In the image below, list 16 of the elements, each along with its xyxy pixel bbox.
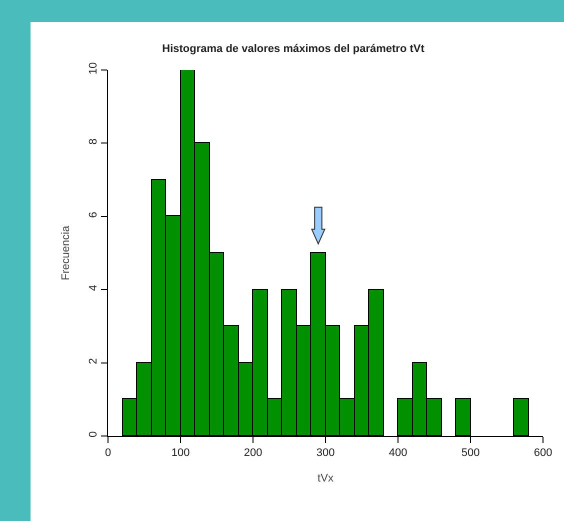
- y-tick-label: 6: [88, 212, 100, 218]
- y-tick-label: 2: [88, 358, 100, 364]
- y-tick-label: 8: [88, 138, 100, 145]
- x-tick-label: 400: [388, 447, 408, 460]
- y-tick-label: 0: [88, 431, 100, 438]
- chart-title: Histograma de valores máximos del parámetro tVt: [162, 42, 425, 55]
- y-axis-title: Frecuencia: [60, 224, 72, 280]
- x-axis-title: tVx: [318, 472, 334, 484]
- x-tick-label: 200: [244, 447, 262, 460]
- x-tick-label: 500: [461, 447, 480, 460]
- x-tick-label: 300: [316, 447, 335, 460]
- x-tick-label: 0: [104, 447, 112, 460]
- y-tick-label: 4: [88, 284, 100, 292]
- x-tick-label: 600: [534, 447, 552, 460]
- y-tick-label: 10: [88, 62, 100, 74]
- x-tick-label: 100: [171, 447, 190, 460]
